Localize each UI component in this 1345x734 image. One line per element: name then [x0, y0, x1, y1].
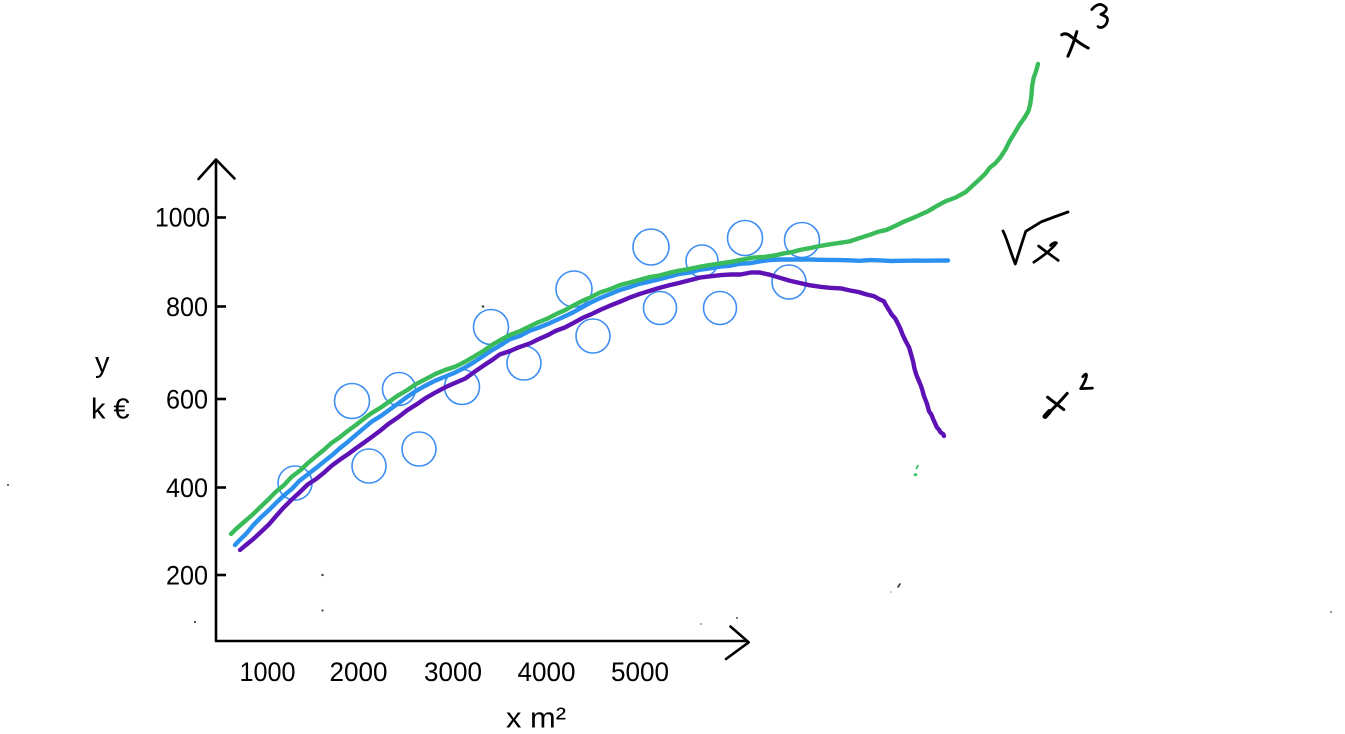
svg-text:x m²: x m² [506, 703, 566, 734]
svg-text:y: y [95, 347, 110, 379]
svg-text:4000: 4000 [518, 657, 576, 687]
svg-text:600: 600 [166, 385, 208, 415]
svg-text:3000: 3000 [424, 657, 482, 687]
svg-text:200: 200 [166, 561, 208, 591]
svg-text:2000: 2000 [330, 657, 388, 687]
svg-text:800: 800 [166, 292, 208, 322]
svg-text:5000: 5000 [611, 657, 669, 687]
svg-text:1000: 1000 [155, 203, 210, 233]
svg-text:k €: k € [91, 394, 130, 426]
svg-text:1000: 1000 [240, 657, 296, 687]
svg-text:400: 400 [166, 473, 208, 503]
